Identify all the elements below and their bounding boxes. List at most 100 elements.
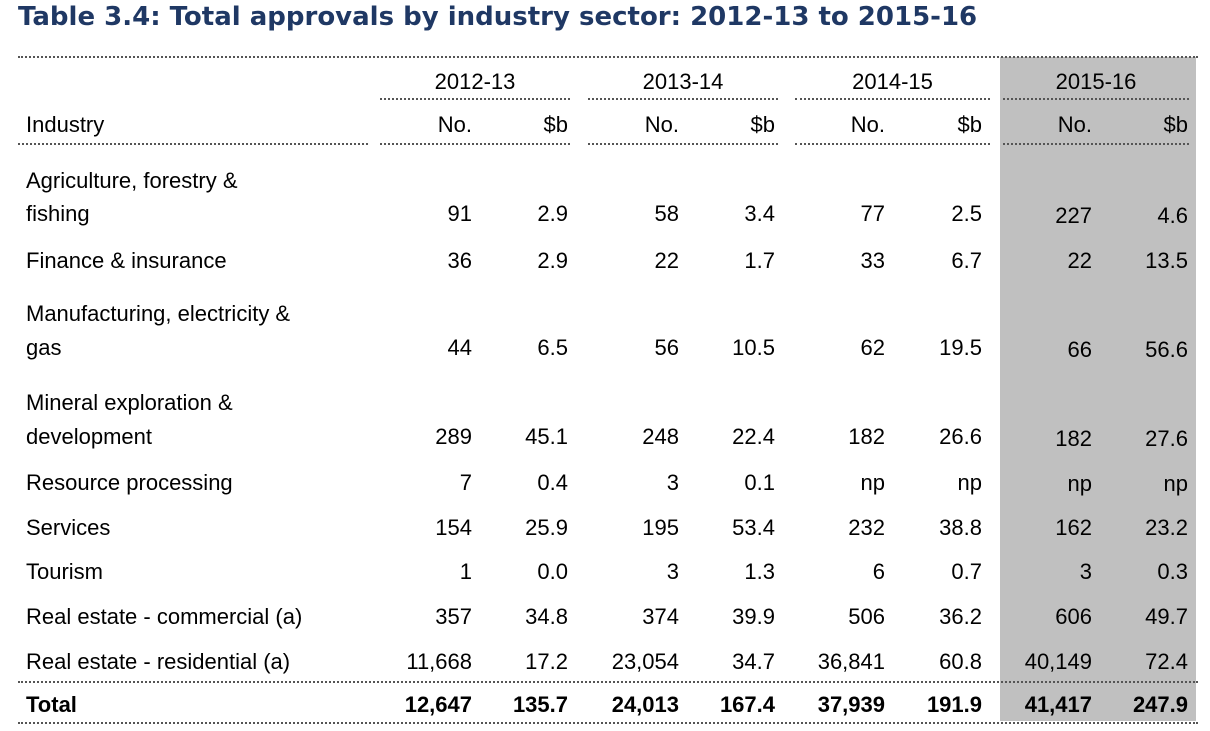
table-cell: 77	[860, 201, 885, 226]
table-cell: 36	[447, 248, 472, 273]
total-row-cell: 24,013	[611, 692, 679, 717]
table-cell: 72.4	[1145, 649, 1188, 674]
table-cell: 25.9	[525, 515, 568, 540]
table-cell: 3	[666, 470, 679, 495]
table-cell: 357	[435, 604, 472, 629]
table-cell: 6.5	[537, 335, 568, 360]
table-cell: 3	[1079, 559, 1092, 584]
table-cell: 182	[1055, 426, 1092, 451]
total-row-label: Total	[26, 692, 77, 717]
year-underline	[1003, 98, 1189, 100]
year-underline	[795, 98, 990, 100]
table-cell: 44	[447, 335, 472, 360]
table-cell: 1.7	[744, 248, 775, 273]
table-cell: np	[1163, 471, 1188, 496]
total-row-cell: 135.7	[512, 692, 568, 717]
column-subheader: $b	[750, 112, 775, 137]
table-cell: 606	[1055, 604, 1092, 629]
subheader-underline	[795, 143, 990, 145]
column-subheader: No.	[850, 112, 885, 137]
table-cell: 162	[1055, 515, 1092, 540]
table-cell: 0.7	[951, 559, 982, 584]
table-cell: 60.8	[939, 649, 982, 674]
table-cell: 19.5	[939, 335, 982, 360]
total-row-cell: 247.9	[1132, 692, 1188, 717]
table-cell: 36.2	[939, 604, 982, 629]
table-title: Table 3.4: Total approvals by industry s…	[18, 2, 978, 32]
total-row-cell: 191.9	[926, 692, 982, 717]
year-underline	[380, 98, 570, 100]
table-cell: 11,668	[406, 649, 472, 674]
table-cell: 58	[654, 201, 679, 226]
table-cell: 34.7	[732, 649, 775, 674]
table-cell: 17.2	[525, 649, 568, 674]
year-underline	[588, 98, 778, 100]
column-subheader: No.	[1057, 112, 1092, 137]
table-cell: 13.5	[1145, 248, 1188, 273]
row-label: Resource processing	[26, 470, 233, 495]
row-label: Services	[26, 515, 111, 540]
table-cell: np	[1067, 471, 1092, 496]
table-cell: 0.3	[1157, 559, 1188, 584]
table-cell: 53.4	[732, 515, 775, 540]
table-cell: 6	[872, 559, 885, 584]
table-cell: 3.4	[744, 201, 775, 226]
table-cell: np	[860, 470, 885, 495]
table-cell: 23,054	[611, 649, 679, 674]
table-cell: 154	[435, 515, 472, 540]
table-cell: 182	[848, 424, 885, 449]
subheader-underline	[380, 143, 570, 145]
column-subheader: No.	[644, 112, 679, 137]
total-row-cell: 41,417	[1024, 692, 1092, 717]
year-header-2013-14: 2013-14	[642, 69, 724, 94]
table-cell: 0.0	[537, 559, 568, 584]
bottom-rule	[18, 722, 1198, 724]
column-subheader: No.	[437, 112, 472, 137]
row-label: Real estate - residential (a)	[26, 649, 291, 674]
subheader-underline	[588, 143, 778, 145]
total-row-cell: 12,647	[404, 692, 472, 717]
table-cell: np	[957, 470, 982, 495]
table-cell: 22	[654, 248, 679, 273]
industry-header: Industry	[26, 112, 105, 137]
top-rule	[18, 56, 1198, 58]
column-subheader: $b	[543, 112, 568, 137]
table-cell: 7	[459, 470, 472, 495]
row-label: Finance & insurance	[26, 248, 227, 273]
table-cell: 1.3	[744, 559, 775, 584]
table-cell: 506	[848, 604, 885, 629]
table-cell: 0.1	[744, 470, 775, 495]
industry-header-underline	[18, 143, 368, 145]
table-cell: 4.6	[1157, 203, 1188, 228]
table-cell: 39.9	[732, 604, 775, 629]
table-cell: 23.2	[1145, 515, 1188, 540]
table-cell: 0.4	[537, 470, 568, 495]
row-label: Real estate - commercial (a)	[26, 604, 303, 629]
table-cell: 248	[642, 424, 679, 449]
table-cell: 374	[642, 604, 679, 629]
table-cell: 289	[435, 424, 472, 449]
total-top-rule	[18, 681, 1198, 683]
table-cell: 10.5	[732, 335, 775, 360]
table-cell: 45.1	[525, 424, 568, 449]
table-cell: 2.5	[951, 201, 982, 226]
table-cell: 27.6	[1145, 426, 1188, 451]
row-label: gas	[26, 335, 62, 360]
highlight-column-2015-16	[1000, 57, 1196, 721]
table-cell: 22	[1067, 248, 1092, 273]
table-cell: 91	[447, 201, 472, 226]
row-label: development	[26, 424, 152, 449]
row-label: Tourism	[26, 559, 104, 584]
table-cell: 26.6	[939, 424, 982, 449]
row-label: Manufacturing, electricity &	[26, 301, 291, 326]
table-cell: 33	[860, 248, 885, 273]
table-cell: 66	[1067, 337, 1092, 362]
table-cell: 2.9	[537, 248, 568, 273]
table-cell: 6.7	[951, 248, 982, 273]
table-cell: 2.9	[537, 201, 568, 226]
table-cell: 56	[654, 335, 679, 360]
table-cell: 22.4	[732, 424, 775, 449]
column-subheader: $b	[1163, 112, 1188, 137]
column-subheader: $b	[957, 112, 982, 137]
table-cell: 49.7	[1145, 604, 1188, 629]
